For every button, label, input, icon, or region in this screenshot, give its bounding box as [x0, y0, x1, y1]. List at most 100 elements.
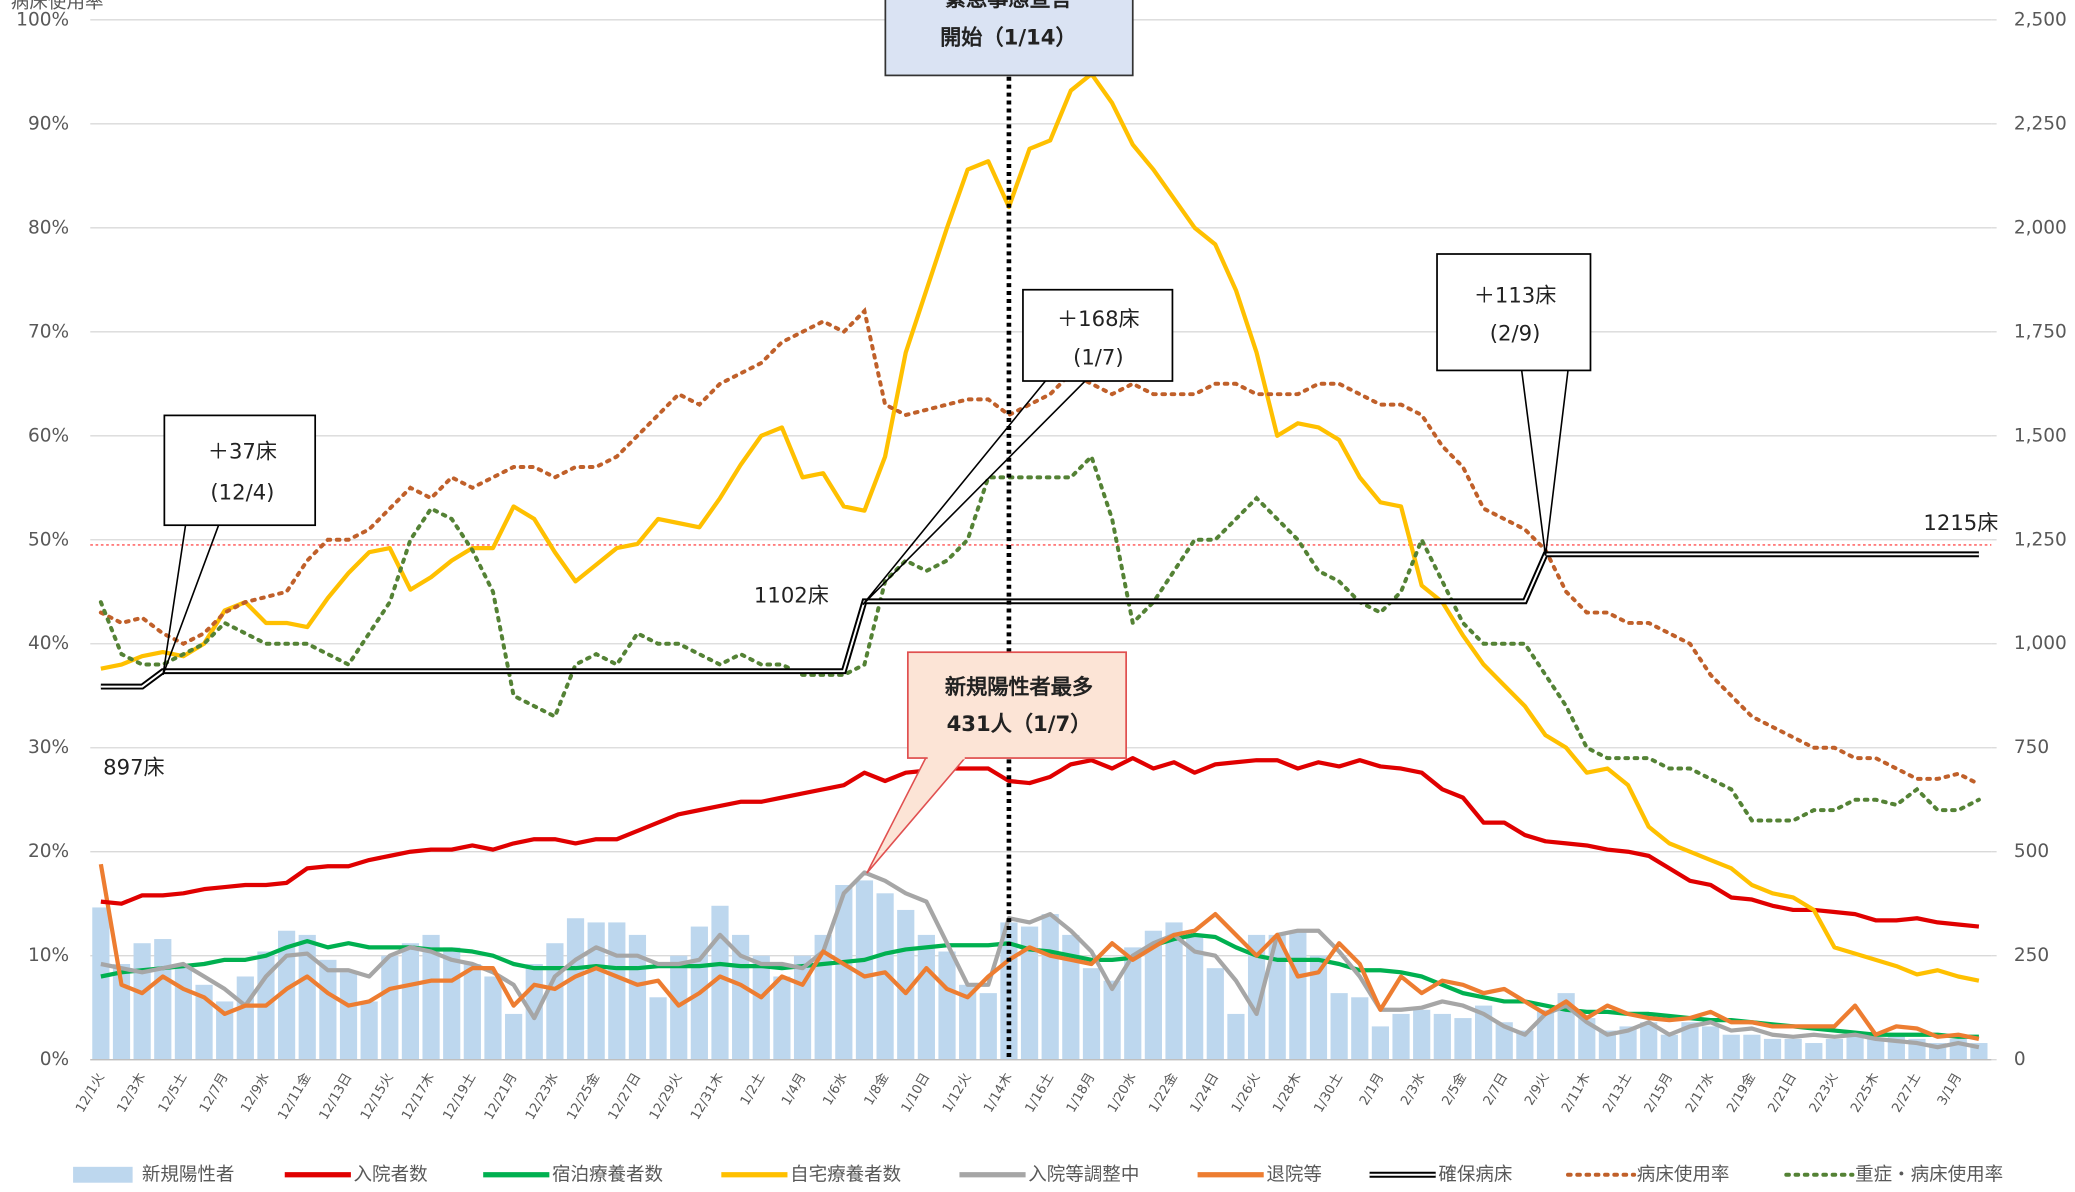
bar	[1681, 1022, 1699, 1060]
line-series-inner	[100, 553, 1979, 688]
y-axis-title: 病床使用率	[11, 0, 104, 13]
bar	[587, 922, 605, 1060]
x-tick-label: 12/29火	[647, 1071, 686, 1123]
x-tick-label: 1/10日	[899, 1071, 933, 1116]
x-tick-label: 1/12火	[940, 1071, 974, 1116]
x-tick-label: 12/9水	[238, 1070, 273, 1115]
annotation: 1102床	[754, 583, 829, 608]
bar	[1516, 1030, 1534, 1060]
bar	[1805, 1043, 1823, 1060]
bar	[1598, 1030, 1617, 1060]
x-tick-label: 2/25木	[1847, 1070, 1882, 1115]
line-series	[100, 870, 1980, 1050]
bar	[1041, 914, 1059, 1060]
y2-tick-label: 0	[2014, 1049, 2026, 1070]
annotation: (2/9)	[1490, 321, 1541, 346]
bar	[938, 951, 956, 1060]
bar	[917, 934, 935, 1060]
x-tick-label: 1/20水	[1104, 1070, 1139, 1115]
bar	[1330, 993, 1348, 1060]
bar	[1846, 1034, 1864, 1060]
annotation: ＋168床	[1057, 306, 1140, 331]
legend-label: 退院等	[1266, 1164, 1322, 1185]
x-tick-label: 1/2土	[737, 1070, 768, 1108]
bar	[133, 943, 151, 1060]
bar	[1144, 930, 1162, 1060]
callout-box	[163, 414, 317, 527]
annotation: ＋37床	[208, 438, 277, 463]
x-tick-label: 2/9火	[1522, 1071, 1552, 1108]
line-series	[98, 452, 1981, 823]
bar	[195, 984, 213, 1060]
callout-pointer	[1520, 370, 1569, 556]
bar	[1536, 1009, 1555, 1060]
annotation: (1/7)	[1073, 345, 1124, 370]
bar	[1454, 1018, 1472, 1060]
y2-tick-label: 2,500	[2014, 9, 2067, 30]
x-tick-label: 12/23水	[522, 1070, 562, 1122]
bar	[649, 997, 667, 1060]
bar	[608, 922, 626, 1060]
bar	[1227, 1013, 1245, 1060]
bar	[1103, 980, 1121, 1060]
annotation: ＋113床	[1474, 282, 1557, 307]
bar	[1268, 934, 1286, 1060]
x-tick-label: 1/30土	[1311, 1070, 1346, 1115]
bar	[1784, 1038, 1802, 1060]
bar	[216, 1001, 234, 1060]
x-tick-label: 1/28木	[1269, 1070, 1304, 1115]
callout-pointer	[162, 524, 220, 675]
bar	[1413, 1009, 1431, 1060]
x-tick-label: 2/5金	[1439, 1070, 1470, 1108]
bar	[1867, 1038, 1885, 1060]
y-tick-label: 10%	[28, 945, 69, 966]
x-tick-label: 12/21月	[482, 1071, 521, 1123]
legend-label: 確保病床	[1438, 1164, 1512, 1185]
y-tick-label: 30%	[28, 737, 69, 758]
legend-label: 入院者数	[354, 1164, 428, 1185]
legend-label: 入院等調整中	[1028, 1164, 1139, 1185]
bar	[1371, 1026, 1390, 1060]
x-tick-label: 2/3水	[1398, 1070, 1429, 1108]
bar	[381, 955, 399, 1060]
bar	[174, 964, 193, 1060]
x-tick-label: 3/1月	[1935, 1071, 1965, 1108]
legend-label: 宿泊療養者数	[552, 1164, 663, 1185]
x-tick-label: 12/3木	[114, 1070, 149, 1115]
x-tick-label: 12/19土	[440, 1070, 480, 1122]
y2-tick-label: 2,250	[2014, 113, 2067, 134]
annotation: 431人（1/7）	[947, 711, 1092, 736]
bar	[1619, 1026, 1637, 1060]
y2-tick-label: 750	[2014, 737, 2049, 758]
x-tick-label: 2/23火	[1807, 1071, 1841, 1116]
legend-swatch	[73, 1166, 133, 1183]
x-tick-label: 2/27土	[1889, 1070, 1924, 1115]
x-tick-label: 1/6水	[820, 1070, 851, 1108]
x-tick-label: 12/11金	[275, 1070, 315, 1122]
callout-box	[906, 651, 1127, 759]
bar	[1020, 926, 1039, 1060]
bar	[1124, 947, 1142, 1060]
bar	[1206, 968, 1224, 1060]
x-tick-label: 12/7月	[197, 1071, 231, 1116]
bar	[1743, 1034, 1761, 1060]
bar	[422, 934, 440, 1060]
x-tick-label: 12/17木	[398, 1070, 438, 1122]
x-tick-label: 12/5土	[155, 1070, 190, 1115]
bar	[1825, 1038, 1844, 1060]
bar	[1247, 934, 1266, 1060]
y-tick-label: 40%	[28, 633, 69, 654]
bar	[855, 880, 874, 1060]
bar	[1660, 1034, 1678, 1060]
bar	[546, 943, 564, 1060]
y-tick-label: 80%	[28, 217, 69, 238]
bar	[505, 1013, 523, 1060]
bar	[1309, 955, 1328, 1060]
bar	[752, 955, 770, 1060]
y2-tick-label: 250	[2014, 945, 2049, 966]
bar	[339, 972, 358, 1060]
bar	[1702, 1026, 1720, 1060]
annotation: 緊急事態宣言	[945, 0, 1072, 11]
bar	[1186, 934, 1204, 1060]
